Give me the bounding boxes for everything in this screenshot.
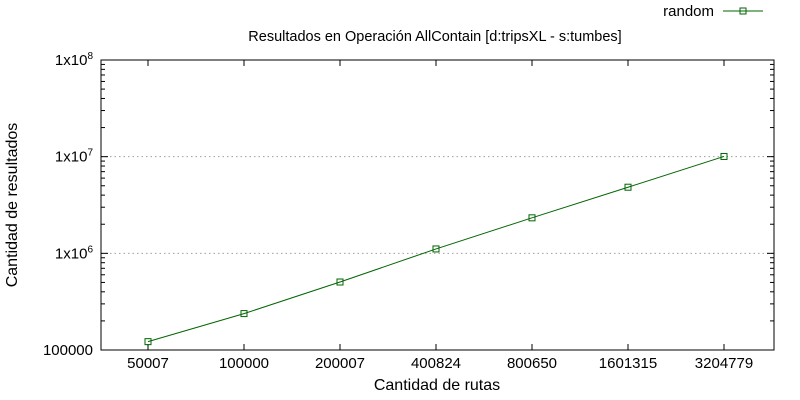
x-tick-label: 50007	[127, 355, 169, 372]
x-tick-label: 400824	[411, 355, 461, 372]
y-tick-label: 1x108	[55, 51, 94, 69]
data-point-marker	[240, 310, 248, 318]
data-point-marker	[720, 152, 728, 160]
series-line	[147, 155, 725, 343]
y-tick-label: 100000	[43, 342, 93, 359]
data-point-marker	[144, 338, 152, 346]
grid-layer	[101, 156, 774, 254]
tick-layer: 100000 1x106 1x107 1x108 50007 100000 200007 40…	[43, 51, 774, 372]
y-tick-exponent: 7	[87, 148, 93, 159]
x-tick-label: 100000	[219, 355, 269, 372]
x-tick-label: 800650	[507, 355, 557, 372]
x-tick-label: 3204779	[695, 355, 753, 372]
legend: random	[663, 3, 763, 20]
chart-title: Resultados en Operación AllContain [d:tr…	[248, 29, 621, 45]
x-tick-label: 1601315	[599, 355, 657, 372]
y-tick-exponent: 8	[87, 51, 93, 62]
plot-area-border	[100, 59, 775, 351]
x-tick-label: 200007	[315, 355, 365, 372]
y-tick-label: 1x107	[55, 148, 94, 166]
y-axis-title: Cantidad de resultados	[4, 123, 21, 288]
data-point-marker	[528, 214, 536, 222]
y-tick-exponent: 6	[87, 244, 93, 255]
data-point-marker	[432, 245, 440, 253]
data-point-marker	[336, 278, 344, 286]
y-tick-label: 1x106	[55, 244, 94, 262]
x-axis-title: Cantidad de rutas	[374, 377, 500, 394]
data-point-marker	[624, 183, 632, 191]
legend-marker	[739, 7, 747, 15]
series-layer	[144, 152, 728, 346]
legend-label: random	[663, 3, 714, 20]
